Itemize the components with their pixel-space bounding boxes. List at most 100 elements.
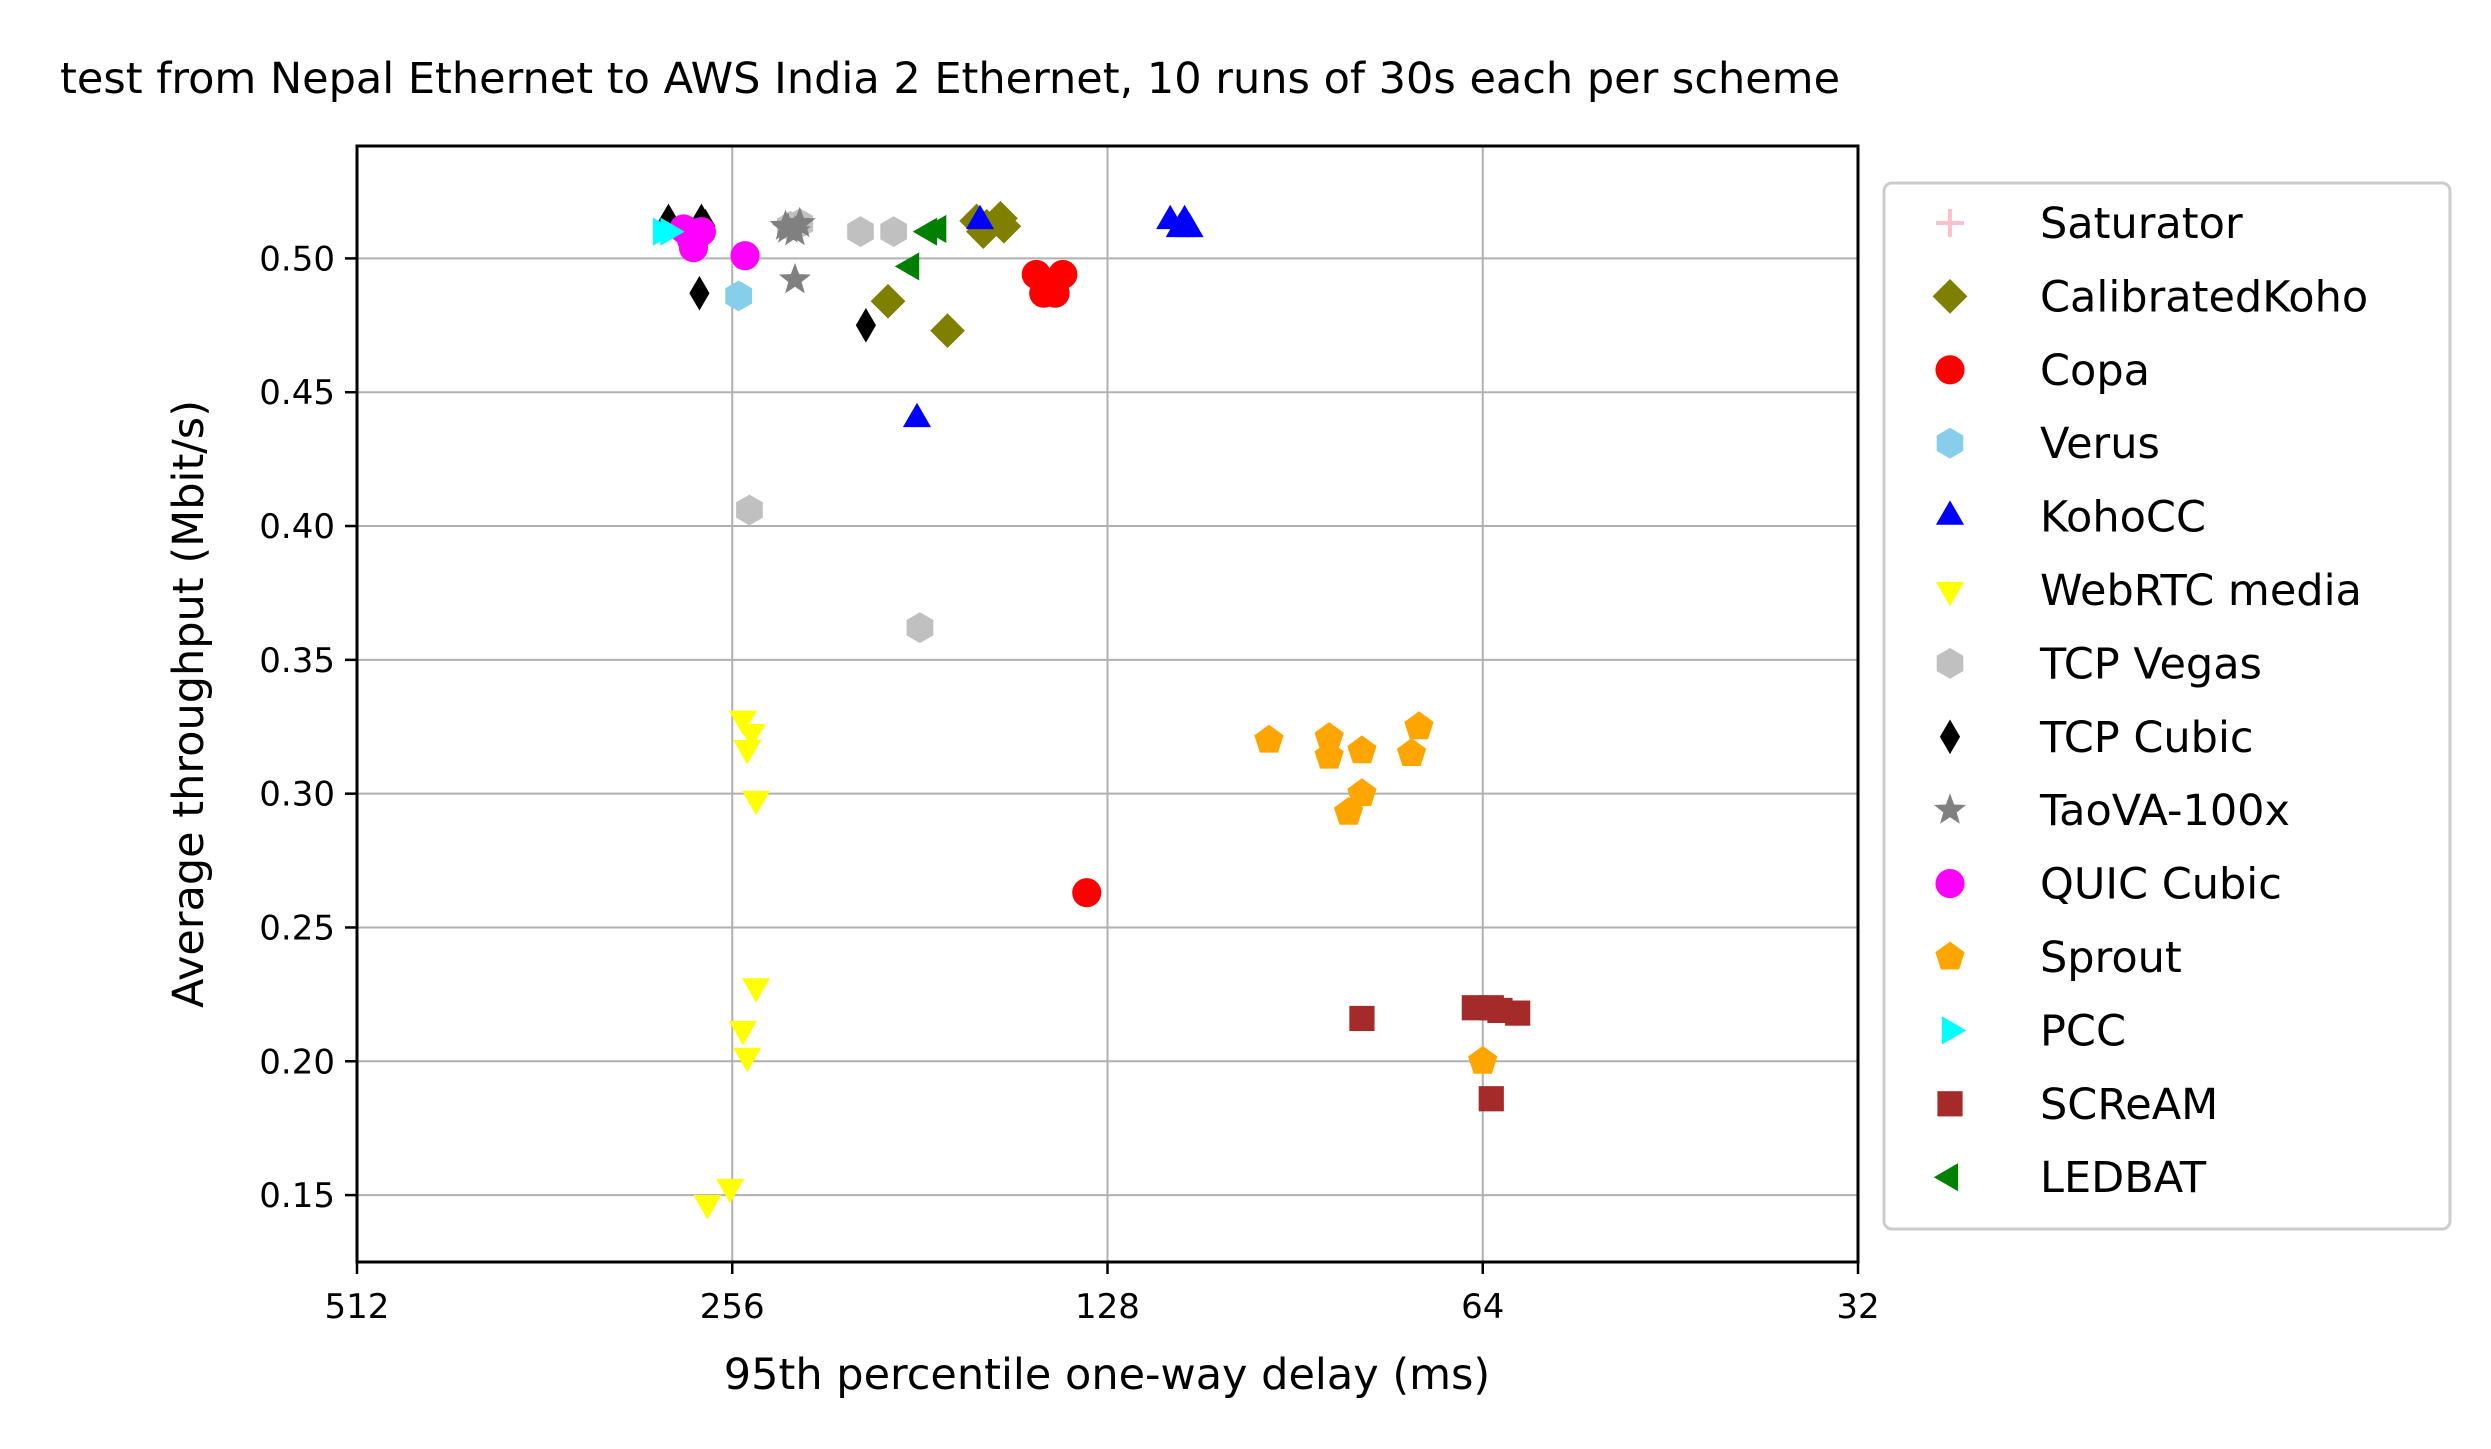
legend-marker xyxy=(1936,648,1964,679)
series-kohocc xyxy=(902,204,1204,428)
data-point xyxy=(1175,212,1204,238)
legend: Saturator CalibratedKoho Copa Verus KohoCC We… xyxy=(1882,181,2452,1231)
legend-label: Sprout xyxy=(2040,933,2182,983)
legend-item: Verus xyxy=(1936,419,2160,469)
data-point xyxy=(1349,1005,1375,1032)
series-taova-100x xyxy=(769,206,816,294)
legend-marker xyxy=(1935,355,1965,385)
legend-label: LEDBAT xyxy=(2040,1153,2207,1203)
data-point xyxy=(1404,711,1434,740)
legend-marker xyxy=(1935,500,1965,525)
data-points xyxy=(652,200,1531,1220)
y-axis-ticks: 0.15 0.20 0.25 0.30 0.35 0.40 0.45 0.50 xyxy=(259,239,357,1216)
legend-label: TaoVA-100x xyxy=(2039,786,2290,836)
data-point xyxy=(730,241,760,271)
y-tick-label: 0.20 xyxy=(259,1042,335,1082)
data-point xyxy=(855,307,876,343)
legend-marker xyxy=(1932,279,1968,314)
data-point xyxy=(880,216,907,247)
x-tick-label: 128 xyxy=(1075,1287,1140,1327)
legend-label: QUIC Cubic xyxy=(2040,860,2282,910)
chart-title: test from Nepal Ethernet to AWS India 2 … xyxy=(60,54,1840,104)
data-point xyxy=(921,214,947,243)
legend-marker xyxy=(1941,1016,1967,1045)
data-point xyxy=(1254,724,1284,753)
series-verus xyxy=(725,280,752,312)
legend-label: TCP Vegas xyxy=(2039,639,2262,689)
series-webrtc-media xyxy=(693,710,771,1220)
legend-item: CalibratedKoho xyxy=(1932,272,2368,322)
legend-label: Verus xyxy=(2040,419,2160,469)
data-point xyxy=(737,724,766,749)
series-sprout xyxy=(1254,711,1498,1074)
data-point xyxy=(965,204,994,230)
data-point xyxy=(783,206,816,238)
data-point xyxy=(728,1021,757,1046)
data-point xyxy=(686,217,716,247)
legend-marker xyxy=(1935,581,1965,607)
y-tick-label: 0.35 xyxy=(259,641,335,681)
x-tick-label: 256 xyxy=(700,1287,765,1327)
series-pcc xyxy=(652,217,685,246)
series-copa xyxy=(1021,259,1102,908)
legend-marker xyxy=(1936,209,1964,237)
y-tick-label: 0.40 xyxy=(259,507,335,547)
data-point xyxy=(779,263,811,294)
y-tick-label: 0.25 xyxy=(259,908,335,948)
data-point xyxy=(716,1178,745,1204)
data-point xyxy=(742,978,771,1003)
data-point xyxy=(1347,778,1377,807)
data-point xyxy=(658,203,679,239)
data-point xyxy=(733,1047,762,1073)
data-point xyxy=(1468,1045,1498,1074)
legend-item: TaoVA-100x xyxy=(1934,786,2290,836)
legend-item: Copa xyxy=(1935,346,2150,396)
data-point xyxy=(1396,738,1427,766)
legend-item: TCP Cubic xyxy=(1939,713,2254,763)
data-point xyxy=(660,217,685,246)
data-point xyxy=(689,275,710,311)
legend-item: TCP Vegas xyxy=(1936,639,2262,689)
legend-item: WebRTC media xyxy=(1935,566,2362,616)
gridlines xyxy=(356,146,1859,1262)
data-point xyxy=(736,494,763,526)
data-point xyxy=(1505,1000,1531,1026)
y-axis-label: Average throughput (Mbit/s) xyxy=(164,400,214,1008)
data-point xyxy=(1072,878,1102,908)
legend-label: SCReAM xyxy=(2040,1080,2218,1130)
legend-marker xyxy=(1933,1163,1959,1192)
legend-label: Saturator xyxy=(2040,199,2243,249)
legend-item: QUIC Cubic xyxy=(1935,860,2282,910)
legend-item: LEDBAT xyxy=(1933,1153,2207,1203)
legend-label: PCC xyxy=(2040,1006,2126,1056)
legend-item: PCC xyxy=(1941,1006,2126,1056)
data-point xyxy=(742,790,771,816)
data-point xyxy=(870,283,906,319)
legend-item: Sprout xyxy=(1935,933,2182,983)
legend-marker xyxy=(1937,1091,1963,1117)
legend-marker xyxy=(1939,719,1961,755)
data-point xyxy=(1347,735,1377,764)
data-point xyxy=(894,252,920,281)
legend-item: KohoCC xyxy=(1935,493,2206,543)
legend-label: CalibratedKoho xyxy=(2040,272,2368,322)
data-point xyxy=(847,216,874,247)
x-tick-label: 64 xyxy=(1461,1287,1504,1327)
y-tick-label: 0.30 xyxy=(259,775,335,815)
data-point xyxy=(725,280,752,312)
data-point xyxy=(1314,740,1344,769)
x-tick-label: 32 xyxy=(1836,1287,1879,1327)
data-point xyxy=(1478,1086,1504,1112)
legend-label: KohoCC xyxy=(2040,493,2206,543)
data-point xyxy=(693,1195,722,1220)
legend-frame xyxy=(1882,181,2452,1231)
data-point xyxy=(930,313,965,348)
y-tick-label: 0.45 xyxy=(259,373,335,413)
data-point xyxy=(906,612,934,644)
legend-item: Saturator xyxy=(1936,199,2243,249)
data-point xyxy=(733,740,762,765)
legend-marker xyxy=(1934,793,1966,824)
data-point xyxy=(1314,722,1344,750)
series-quic-cubic xyxy=(669,214,760,271)
